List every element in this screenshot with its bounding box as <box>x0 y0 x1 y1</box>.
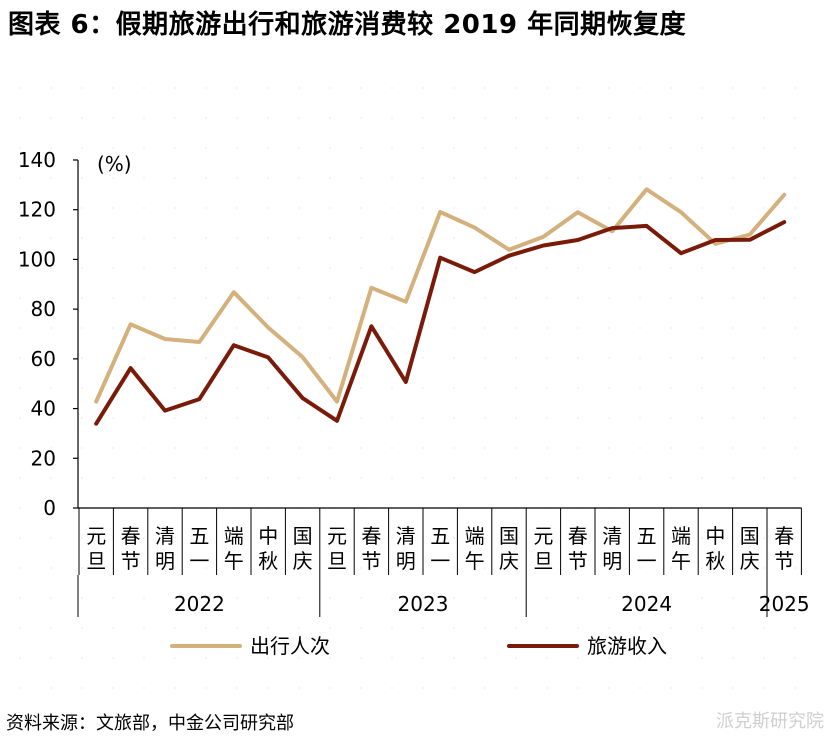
legend-label-2: 旅游收入 <box>587 634 667 658</box>
y-tick-label: 140 <box>18 148 56 172</box>
series-line-2 <box>94 220 787 426</box>
legend-label-1: 出行人次 <box>250 634 330 658</box>
x-tick-label: 旦 <box>327 549 347 573</box>
x-tick-label: 国 <box>499 524 519 548</box>
x-tick-label: 秋 <box>705 549 725 573</box>
x-tick-label: 节 <box>121 549 141 573</box>
x-tick-label: 国 <box>740 524 760 548</box>
x-tick-label: 节 <box>361 549 381 573</box>
year-label: 2025 <box>759 592 810 616</box>
x-tick-label: 明 <box>155 549 175 573</box>
legend: 出行人次 旅游收入 <box>170 634 667 658</box>
x-tick-label: 清 <box>396 524 416 548</box>
x-tick-label: 庆 <box>499 549 519 573</box>
x-tick-label: 春 <box>121 524 141 548</box>
x-tick-label: 午 <box>671 549 691 573</box>
x-tick-label: 端 <box>465 524 485 548</box>
x-tick-label: 午 <box>465 549 485 573</box>
x-tick-label: 元 <box>86 524 106 548</box>
x-tick-label: 午 <box>224 549 244 573</box>
x-tick-label: 五 <box>189 524 209 548</box>
x-tick-label: 五 <box>430 524 450 548</box>
x-tick-label: 元 <box>327 524 347 548</box>
x-tick-label: 庆 <box>740 549 760 573</box>
x-tick-label: 秋 <box>258 549 278 573</box>
line-chart: 020406080100120140元旦春节清明五一端午中秋国庆元旦春节清明五一… <box>18 87 810 689</box>
x-tick-label: 春 <box>774 524 794 548</box>
x-tick-label: 清 <box>602 524 622 548</box>
x-tick-label: 明 <box>396 549 416 573</box>
x-tick-label: 中 <box>258 524 278 548</box>
x-tick-label: 庆 <box>293 549 313 573</box>
x-tick-label: 春 <box>568 524 588 548</box>
x-tick-label: 一 <box>637 549 657 573</box>
y-tick-label: 120 <box>18 198 56 222</box>
x-tick-label: 端 <box>671 524 691 548</box>
y-axis-unit-label: (%) <box>97 152 132 176</box>
year-label: 2022 <box>174 592 225 616</box>
y-tick-label: 0 <box>43 496 56 520</box>
x-tick-label: 旦 <box>533 549 553 573</box>
year-label: 2024 <box>621 592 672 616</box>
x-tick-label: 一 <box>430 549 450 573</box>
x-tick-label: 节 <box>568 549 588 573</box>
watermark: 派克斯研究院 <box>716 711 824 732</box>
y-tick-label: 100 <box>18 247 56 271</box>
x-tick-label: 清 <box>155 524 175 548</box>
x-tick-label: 明 <box>602 549 622 573</box>
series-lines <box>94 187 787 426</box>
x-tick-label: 五 <box>637 524 657 548</box>
x-tick-label: 旦 <box>86 549 106 573</box>
chart-title: 图表 6：假期旅游出行和旅游消费较 2019 年同期恢复度 <box>8 10 687 40</box>
y-tick-label: 60 <box>31 347 56 371</box>
y-tick-label: 20 <box>31 446 56 470</box>
x-tick-label: 一 <box>189 549 209 573</box>
x-tick-label: 节 <box>774 549 794 573</box>
x-tick-label: 中 <box>705 524 725 548</box>
year-label: 2023 <box>398 592 449 616</box>
x-tick-label: 国 <box>293 524 313 548</box>
x-tick-label: 端 <box>224 524 244 548</box>
source-note: 资料来源：文旅部，中金公司研究部 <box>6 713 294 734</box>
x-tick-label: 元 <box>533 524 553 548</box>
series-line-1 <box>94 187 787 404</box>
y-tick-label: 80 <box>31 297 56 321</box>
y-tick-label: 40 <box>31 397 56 421</box>
chart-axes: 020406080100120140元旦春节清明五一端午中秋国庆元旦春节清明五一… <box>18 148 810 617</box>
x-tick-label: 春 <box>361 524 381 548</box>
